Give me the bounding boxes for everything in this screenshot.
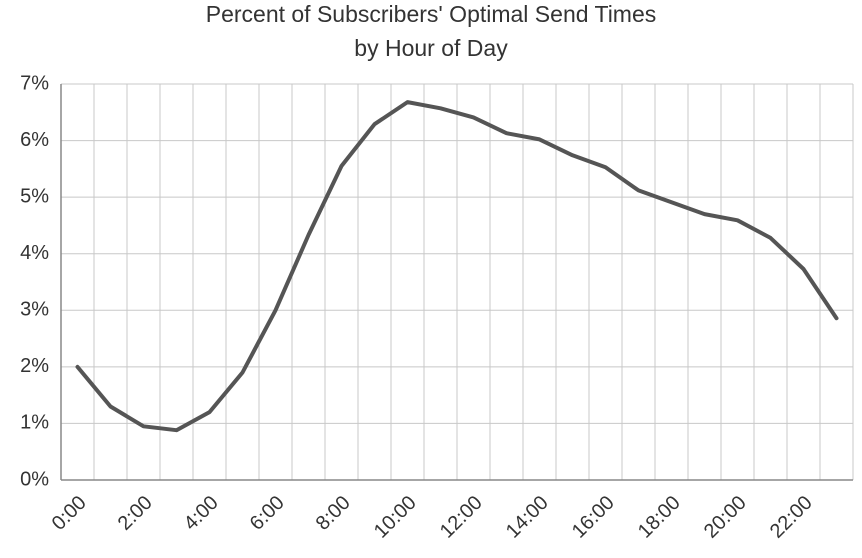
y-tick-label: 4% [20,242,49,264]
data-line [75,100,839,433]
x-tick-label: 8:00 [312,492,355,535]
x-tick-label: 12:00 [436,492,487,543]
y-tick-label: 3% [20,299,49,321]
y-tick-label: 1% [20,412,49,434]
x-tick-label: 6:00 [246,492,289,535]
x-tick-label: 16:00 [568,492,619,543]
x-tick-label: 4:00 [180,492,223,535]
x-tick-label: 0:00 [48,492,91,535]
x-tick-label: 22:00 [766,492,817,543]
y-tick-label: 7% [20,72,49,94]
x-tick-label: 18:00 [634,492,685,543]
x-tick-label: 14:00 [502,492,553,543]
y-tick-label: 0% [20,468,49,490]
y-tick-label: 5% [20,185,49,207]
chart-title: by Hour of Day [354,35,508,61]
x-tick-label: 2:00 [114,492,157,535]
y-tick-label: 6% [20,129,49,151]
y-tick-label: 2% [20,355,49,377]
chart-title: Percent of Subscribers' Optimal Send Tim… [206,1,657,27]
x-tick-label: 10:00 [370,492,421,543]
x-tick-label: 20:00 [700,492,751,543]
